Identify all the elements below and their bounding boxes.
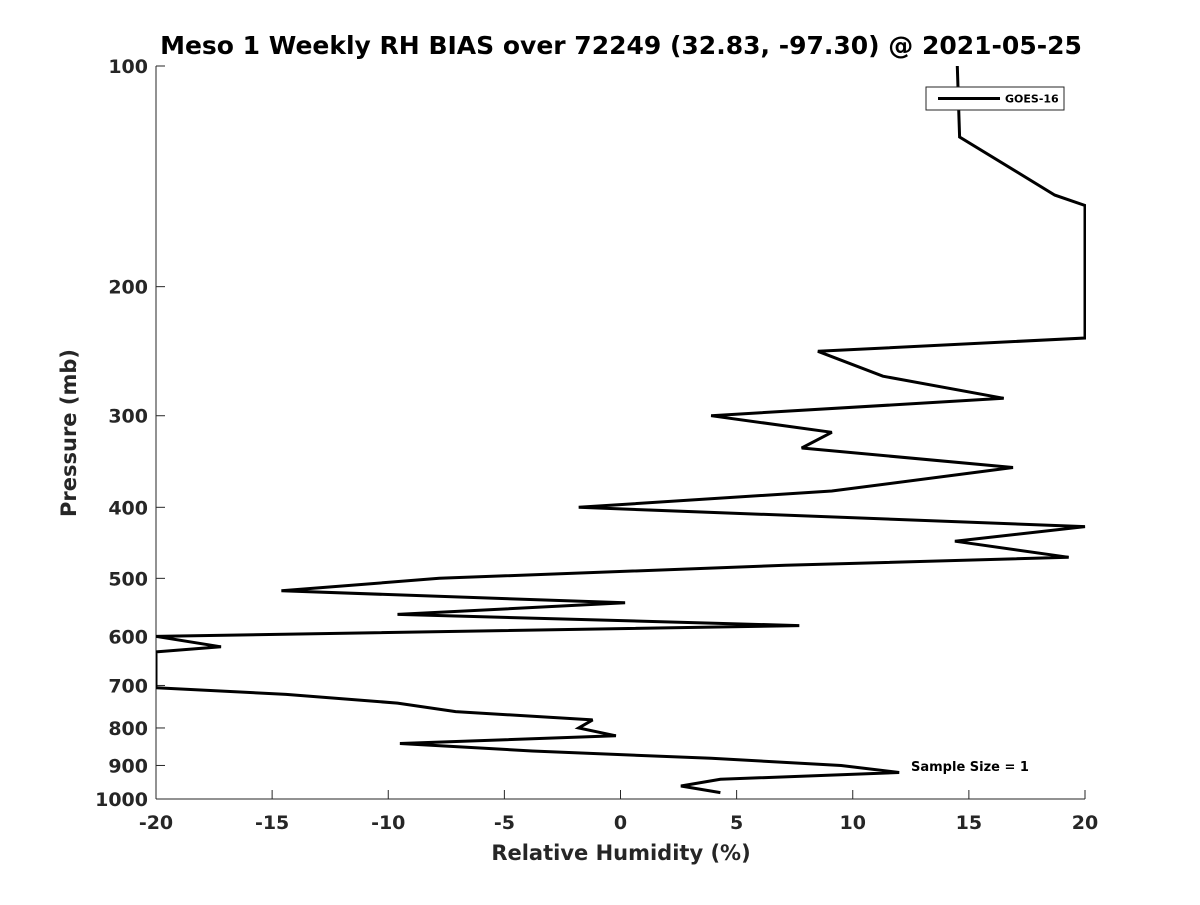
y-axis-label: Pressure (mb) xyxy=(57,349,81,517)
x-tick-label: 10 xyxy=(840,812,866,834)
y-tick-label: 1000 xyxy=(95,789,148,811)
chart-title: Meso 1 Weekly RH BIAS over 72249 (32.83,… xyxy=(160,31,1082,60)
x-tick-label: 5 xyxy=(730,812,743,834)
series-line-goes-16 xyxy=(156,65,1086,795)
series-layer xyxy=(156,65,1086,795)
y-tick-label: 300 xyxy=(108,406,148,428)
y-tick-label: 100 xyxy=(108,56,148,78)
y-axis-ticks: 100 200 300 400 500 600 700 800 900 1000 xyxy=(95,56,165,811)
y-tick-label: 900 xyxy=(108,755,148,777)
x-tick-label: 20 xyxy=(1072,812,1098,834)
x-axis-label: Relative Humidity (%) xyxy=(491,841,750,865)
plot-axes xyxy=(155,66,1085,800)
x-tick-label: -10 xyxy=(371,812,405,834)
y-tick-label: 400 xyxy=(108,497,148,519)
sample-size-annotation: Sample Size = 1 xyxy=(911,760,1029,775)
y-tick-label: 700 xyxy=(108,675,148,697)
legend: GOES-16 xyxy=(925,86,1065,111)
y-tick-label: 500 xyxy=(108,568,148,590)
y-tick-label: 600 xyxy=(108,626,148,648)
x-tick-label: -20 xyxy=(139,812,173,834)
y-tick-label: 800 xyxy=(108,718,148,740)
x-axis-ticks: -20 -15 -10 -5 0 5 10 15 20 xyxy=(139,790,1098,834)
legend-label-goes-16: GOES-16 xyxy=(1005,93,1059,106)
x-tick-label: 0 xyxy=(614,812,627,834)
x-tick-label: -5 xyxy=(494,812,515,834)
y-tick-label: 200 xyxy=(108,277,148,299)
x-tick-label: -15 xyxy=(255,812,289,834)
x-tick-label: 15 xyxy=(956,812,982,834)
